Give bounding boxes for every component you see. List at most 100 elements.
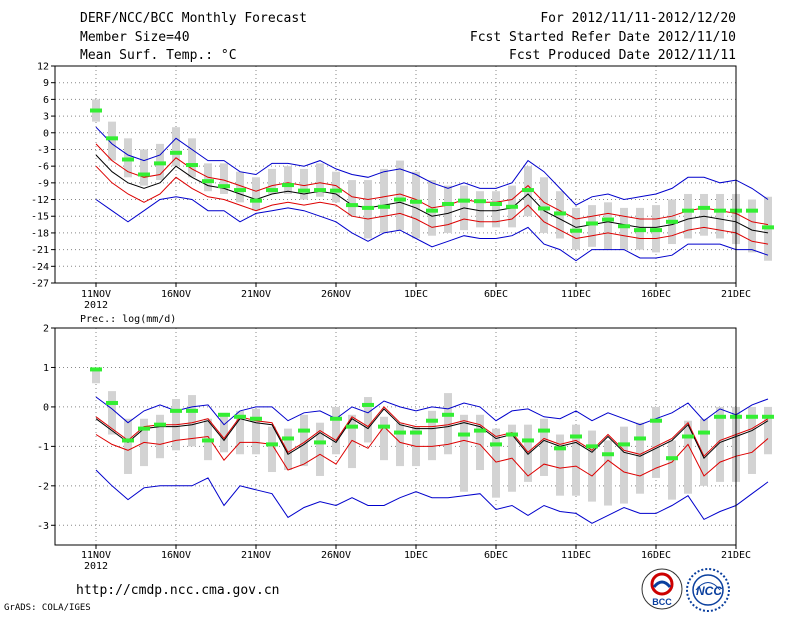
member-range-box <box>524 424 532 482</box>
variable-label: Mean Surf. Temp.: °C <box>80 48 237 63</box>
source-url[interactable]: http://cmdp.ncc.cma.gov.cn <box>76 583 280 598</box>
member-range-box <box>188 138 196 178</box>
forecast-marker <box>442 412 454 417</box>
y-tick-label: -9 <box>37 178 49 189</box>
forecast-period: For 2012/11/11-2012/12/20 <box>540 11 736 26</box>
forecast-marker <box>282 183 294 188</box>
forecast-marker <box>682 208 694 213</box>
forecast-marker <box>698 205 710 210</box>
member-range-box <box>716 193 724 239</box>
forecast-marker <box>298 188 310 193</box>
ncc-logo-icon: NCC <box>686 568 730 612</box>
forecast-marker <box>218 412 230 417</box>
forecast-marker <box>330 188 342 193</box>
y-tick-label: 6 <box>43 95 49 106</box>
forecast-marker <box>506 204 518 209</box>
lower-spread-line <box>95 425 769 477</box>
bcc-logo-icon: BCC <box>641 568 683 610</box>
x-tick-label: 6DEC <box>484 550 508 561</box>
member-range-box <box>108 121 116 161</box>
forecast-marker <box>218 184 230 189</box>
forecast-marker <box>458 432 470 437</box>
forecast-marker <box>714 414 726 419</box>
member-range-box <box>492 428 500 498</box>
forecast-marker <box>394 430 406 435</box>
member-range-box <box>380 416 388 461</box>
member-range-box <box>220 412 228 453</box>
precip-label: Prec.: log(mm/d) <box>80 314 176 325</box>
forecast-marker <box>762 414 774 419</box>
member-range-box <box>236 410 244 455</box>
member-range-box <box>620 207 628 250</box>
member-range-box <box>300 168 308 200</box>
y-tick-label: 0 <box>43 128 49 139</box>
x-tick-label: 1DEC <box>404 550 428 561</box>
forecast-marker <box>122 438 134 443</box>
forecast-marker <box>202 179 214 184</box>
forecast-marker <box>650 228 662 233</box>
member-range-box <box>284 166 292 194</box>
forecast-marker <box>362 402 374 407</box>
forecast-marker <box>410 430 422 435</box>
member-range-box <box>108 391 116 435</box>
y-tick-label: -21 <box>31 245 49 256</box>
x-tick-label: 21NOV <box>241 550 271 561</box>
forecast-marker <box>378 204 390 209</box>
member-range-box <box>716 406 724 482</box>
forecast-marker <box>682 434 694 439</box>
forecast-marker <box>138 426 150 431</box>
forecast-marker <box>490 201 502 206</box>
ncc-logo-text: NCC <box>696 584 722 598</box>
member-range-box <box>380 168 388 233</box>
forecast-marker <box>234 414 246 419</box>
forecast-marker <box>586 221 598 226</box>
forecast-marker <box>746 208 758 213</box>
forecast-marker <box>186 408 198 413</box>
member-range-box <box>540 418 548 476</box>
forecast-marker <box>394 197 406 202</box>
forecast-marker <box>106 400 118 405</box>
forecast-marker <box>282 436 294 441</box>
member-range-box <box>700 418 708 486</box>
member-range-box <box>348 180 356 217</box>
forecast-marker <box>474 199 486 204</box>
member-range-box <box>588 430 596 502</box>
forecast-marker <box>90 367 102 372</box>
x-tick-label: 11DEC <box>561 289 591 300</box>
y-tick-label: -3 <box>37 145 49 156</box>
member-range-box <box>444 393 452 455</box>
forecast-marker <box>458 198 470 203</box>
forecast-marker <box>538 206 550 211</box>
forecast-marker <box>746 414 758 419</box>
y-tick-label: -3 <box>37 521 49 532</box>
y-tick-label: 9 <box>43 78 49 89</box>
forecast-marker <box>426 418 438 423</box>
lower-spread-line <box>95 165 769 245</box>
forecast-marker <box>490 442 502 447</box>
forecast-marker <box>650 418 662 423</box>
member-range-box <box>332 406 340 455</box>
max-line <box>95 396 769 426</box>
forecast-marker <box>186 163 198 168</box>
member-range-box <box>748 199 756 253</box>
forecast-marker <box>426 208 438 213</box>
forecast-marker <box>90 108 102 113</box>
forecast-marker <box>362 205 374 210</box>
member-range-box <box>700 193 708 236</box>
member-range-box <box>140 149 148 186</box>
member-range-box <box>188 395 196 447</box>
x-tick-label: 26NOV <box>321 289 351 300</box>
forecast-marker <box>586 444 598 449</box>
plot-frame <box>54 65 737 284</box>
member-range-box <box>492 191 500 228</box>
member-range-box <box>300 414 308 467</box>
member-range-box <box>476 191 484 228</box>
member-range-box <box>572 424 580 496</box>
x-tick-label: 1DEC <box>404 289 428 300</box>
start-date: Fcst Started Refer Date 2012/11/10 <box>469 30 736 45</box>
member-range-box <box>268 168 276 194</box>
y-tick-label: 12 <box>37 62 49 73</box>
forecast-marker <box>170 150 182 155</box>
upper-spread-line <box>95 406 769 458</box>
forecast-marker <box>266 442 278 447</box>
